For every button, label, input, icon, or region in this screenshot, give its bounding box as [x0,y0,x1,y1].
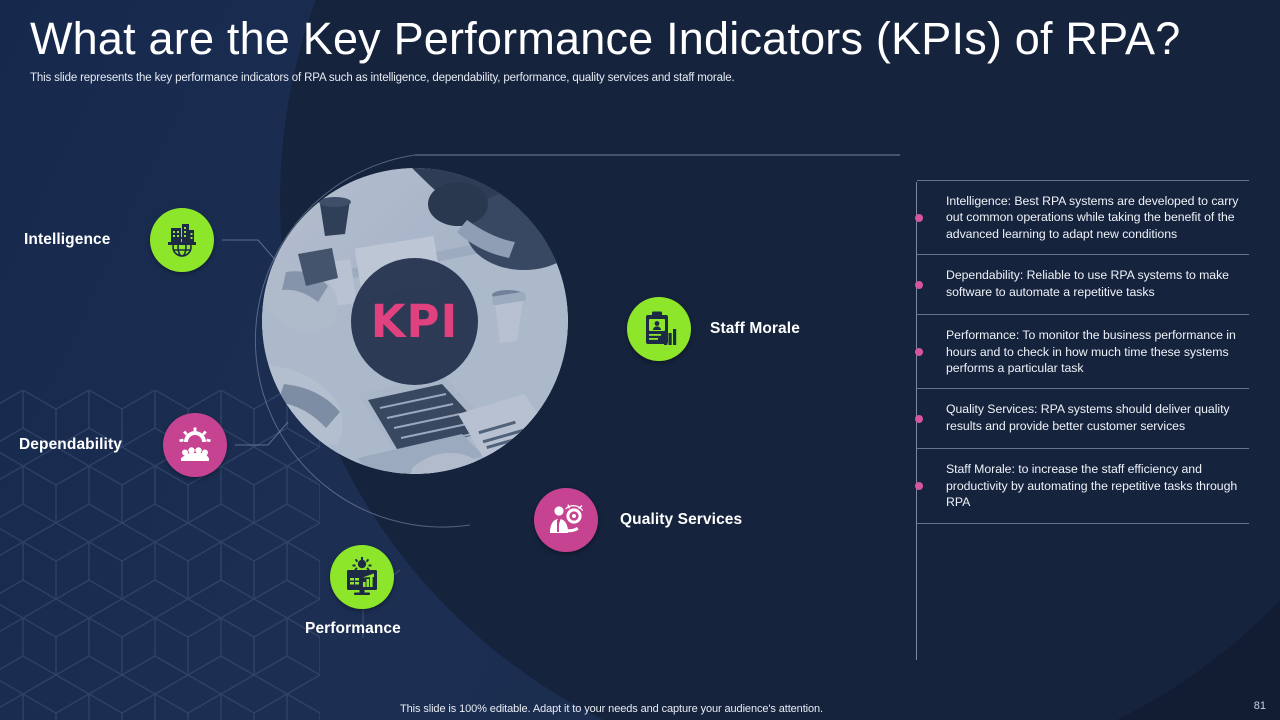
list-item-text: Quality Services: RPA systems should del… [946,402,1230,433]
node-staff-morale-label: Staff Morale [710,320,800,337]
node-staff-morale-icon-circle[interactable] [627,297,691,361]
list-item-text: Intelligence: Best RPA systems are devel… [946,194,1239,241]
kpi-description-list: Intelligence: Best RPA systems are devel… [914,180,1249,660]
footer-note: This slide is 100% editable. Adapt it to… [400,703,823,715]
node-performance-icon-circle[interactable] [330,545,394,609]
node-performance-label: Performance [305,620,401,637]
kpi-center-badge: KPI [351,258,478,385]
node-dependability-label: Dependability [19,436,122,453]
center-photo: KPI [262,168,568,474]
node-quality-services-icon-circle[interactable] [534,488,598,552]
bullet-dot-icon [915,280,923,289]
list-item-text: Staff Morale: to increase the staff effi… [946,462,1238,510]
node-intelligence-label: Intelligence [24,231,111,248]
list-item[interactable]: Staff Morale: to increase the staff effi… [915,448,1249,524]
page-number: 81 [1253,700,1266,712]
node-intelligence-icon-circle[interactable] [150,208,214,272]
monitor-chart-gear-icon [347,557,377,595]
gear-people-icon [179,427,211,461]
list-item[interactable]: Intelligence: Best RPA systems are devel… [915,180,1249,254]
bullet-dot-icon [915,347,923,356]
building-globe-icon [168,224,196,257]
kpi-center-label: KPI [370,295,459,348]
list-item[interactable]: Dependability: Reliable to use RPA syste… [915,254,1249,314]
node-quality-services-label: Quality Services [620,511,743,528]
page-title: What are the Key Performance Indicators … [30,13,1181,64]
bullet-dot-icon [915,213,923,222]
page-subtitle: This slide represents the key performanc… [30,72,735,84]
list-item[interactable]: Quality Services: RPA systems should del… [915,388,1249,448]
bullet-dot-icon [915,482,923,491]
list-item[interactable]: Performance: To monitor the business per… [915,314,1249,388]
person-target-icon [550,504,584,533]
clipboard-person-chart-icon [646,311,677,345]
list-item-text: Dependability: Reliable to use RPA syste… [946,268,1229,299]
node-dependability-icon-circle[interactable] [163,413,227,477]
bullet-dot-icon [915,414,923,423]
list-item-text: Performance: To monitor the business per… [946,328,1236,376]
kpi-diagram: KPI [0,130,900,670]
